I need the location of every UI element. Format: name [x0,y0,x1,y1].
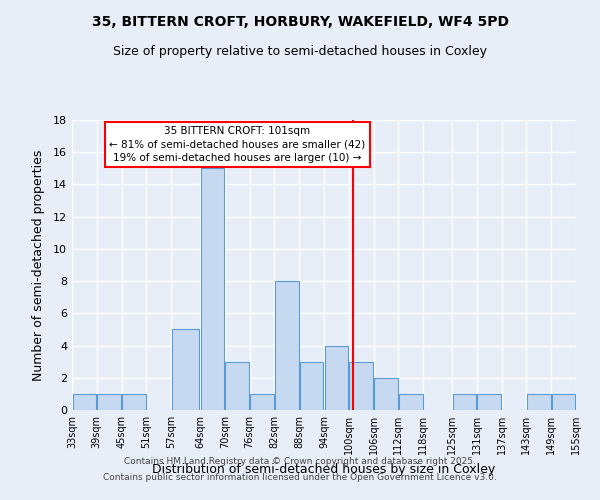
Bar [452,394,476,410]
Bar [300,362,323,410]
Bar [97,394,121,410]
Bar [399,394,422,410]
Y-axis label: Number of semi-detached properties: Number of semi-detached properties [32,150,44,380]
Bar [122,394,146,410]
Bar [275,281,299,410]
Bar [325,346,348,410]
Text: Size of property relative to semi-detached houses in Coxley: Size of property relative to semi-detach… [113,45,487,58]
Bar [527,394,551,410]
Bar [226,362,249,410]
Text: Contains public sector information licensed under the Open Government Licence v3: Contains public sector information licen… [103,472,497,482]
Text: 35, BITTERN CROFT, HORBURY, WAKEFIELD, WF4 5PD: 35, BITTERN CROFT, HORBURY, WAKEFIELD, W… [91,15,509,29]
Bar [250,394,274,410]
Bar [349,362,373,410]
Bar [200,168,224,410]
Bar [172,330,199,410]
Bar [478,394,501,410]
Bar [73,394,96,410]
Bar [552,394,575,410]
X-axis label: Distribution of semi-detached houses by size in Coxley: Distribution of semi-detached houses by … [152,462,496,475]
Bar [374,378,398,410]
Text: Contains HM Land Registry data © Crown copyright and database right 2025.: Contains HM Land Registry data © Crown c… [124,458,476,466]
Text: 35 BITTERN CROFT: 101sqm
← 81% of semi-detached houses are smaller (42)
19% of s: 35 BITTERN CROFT: 101sqm ← 81% of semi-d… [109,126,365,163]
